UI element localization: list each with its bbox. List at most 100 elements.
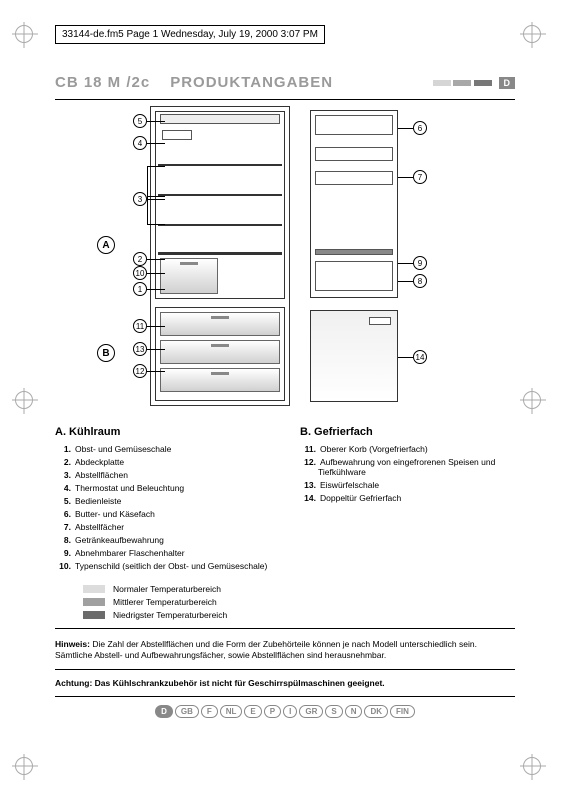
fridge-body — [150, 106, 290, 406]
lang-pill-s[interactable]: S — [325, 705, 342, 718]
leader-line — [398, 177, 413, 178]
crop-mark — [523, 391, 541, 409]
thermostat — [162, 130, 192, 140]
section-b-title: B. Gefrierfach — [300, 426, 515, 438]
crop-mark — [15, 391, 33, 409]
section-marker-b: B — [97, 344, 115, 362]
section-b-list: 11.Oberer Korb (Vorgefrierfach) 12.Aufbew… — [300, 444, 515, 503]
callout-2: 2 — [133, 252, 147, 266]
list-item: 14.Doppeltür Gefrierfach — [300, 493, 515, 503]
divider — [55, 628, 515, 629]
freezer-label — [369, 317, 391, 325]
crop-mark — [523, 757, 541, 775]
doc-title: PRODUKTANGABEN — [170, 74, 413, 91]
freezer-drawer — [160, 368, 280, 392]
section-b: B. Gefrierfach 11.Oberer Korb (Vorgefrie… — [300, 426, 515, 574]
legend-label: Normaler Temperaturbereich — [113, 584, 221, 594]
lang-pill-fin[interactable]: FIN — [390, 705, 415, 718]
freezer-compartment — [155, 307, 285, 401]
lang-pill-e[interactable]: E — [244, 705, 261, 718]
list-item: 5.Bedienleiste — [55, 496, 270, 506]
lang-pill-dk[interactable]: DK — [364, 705, 388, 718]
leader-line — [147, 121, 165, 122]
bar-light — [433, 80, 451, 86]
divider — [55, 696, 515, 697]
bar-mid — [453, 80, 471, 86]
door-shelf — [315, 171, 393, 185]
bottle-holder — [315, 249, 393, 255]
lang-pill-gb[interactable]: GB — [175, 705, 199, 718]
freezer-door — [310, 310, 398, 402]
freezer-drawer — [160, 340, 280, 364]
lang-pill-gr[interactable]: GR — [299, 705, 323, 718]
leader-line — [147, 199, 165, 200]
lang-pill-d[interactable]: D — [155, 705, 173, 718]
lang-pill-f[interactable]: F — [201, 705, 218, 718]
crop-mark — [523, 25, 541, 43]
cover-plate — [158, 252, 282, 255]
list-item: 3.Abstellflächen — [55, 470, 270, 480]
model-code: CB 18 M /2c — [55, 74, 150, 91]
leader-line — [147, 326, 165, 327]
freezer-drawer — [160, 312, 280, 336]
callout-7: 7 — [413, 170, 427, 184]
bottle-shelf — [315, 261, 393, 291]
list-item: 6.Butter- und Käsefach — [55, 509, 270, 519]
leader-line — [398, 128, 413, 129]
section-a-list: 1.Obst- und Gemüseschale2.Abdeckplatte3.… — [55, 444, 270, 571]
shelf — [158, 224, 282, 226]
leader-line — [398, 263, 413, 264]
callout-5: 5 — [133, 114, 147, 128]
warning-text: Achtung: Das Kühlschrankzubehör ist nich… — [55, 678, 515, 688]
shelf — [158, 194, 282, 196]
note-label: Hinweis: — [55, 639, 90, 649]
list-item: 2.Abdeckplatte — [55, 457, 270, 467]
note-text: Hinweis: Die Zahl der Abstellflächen und… — [55, 639, 515, 661]
crop-mark — [15, 757, 33, 775]
lang-pill-n[interactable]: N — [345, 705, 363, 718]
callout-13: 13 — [133, 342, 147, 356]
warning-body: Achtung: Das Kühlschrankzubehör ist nich… — [55, 678, 385, 688]
legend-label: Niedrigster Temperaturbereich — [113, 610, 227, 620]
lang-pill-i[interactable]: I — [283, 705, 297, 718]
legend-row: Niedrigster Temperaturbereich — [83, 610, 515, 620]
callout-11: 11 — [133, 319, 147, 333]
callout-6: 6 — [413, 121, 427, 135]
list-item: 12.Aufbewahrung von eingefrorenen Speise… — [300, 457, 515, 477]
lang-pill-p[interactable]: P — [264, 705, 281, 718]
lang-pill-nl[interactable]: NL — [220, 705, 243, 718]
leader-line — [147, 196, 165, 197]
callout-12: 12 — [133, 364, 147, 378]
legend-swatch — [83, 598, 105, 606]
list-item: 8.Getränkeaufbewahrung — [55, 535, 270, 545]
temperature-legend: Normaler Temperaturbereich Mittlerer Temp… — [83, 584, 515, 620]
title-divider — [55, 99, 515, 100]
fridge-door — [310, 110, 398, 298]
callout-3: 3 — [133, 192, 147, 206]
list-item: 11.Oberer Korb (Vorgefrierfach) — [300, 444, 515, 454]
shelf — [158, 164, 282, 166]
leader-line — [147, 166, 148, 224]
list-item: 9.Abnehmbarer Flaschenhalter — [55, 548, 270, 558]
description-columns: A. Kühlraum 1.Obst- und Gemüseschale2.Ab… — [55, 426, 515, 574]
control-panel — [160, 114, 280, 124]
legend-label: Mittlerer Temperaturbereich — [113, 597, 217, 607]
file-header: 33144-de.fm5 Page 1 Wednesday, July 19, … — [55, 25, 325, 44]
callout-8: 8 — [413, 274, 427, 288]
title-row: CB 18 M /2c PRODUKTANGABEN D — [55, 74, 515, 91]
leader-line — [147, 273, 165, 274]
language-selector: DGBFNLEPIGRSNDKFIN — [55, 705, 515, 718]
leader-line — [147, 259, 165, 260]
callout-9: 9 — [413, 256, 427, 270]
leader-line — [147, 224, 165, 225]
product-diagram: 5432101111312679814AB — [55, 106, 515, 416]
callout-10: 10 — [133, 266, 147, 280]
legend-row: Mittlerer Temperaturbereich — [83, 597, 515, 607]
door-shelf — [315, 147, 393, 161]
crop-mark — [15, 25, 33, 43]
list-item: 4.Thermostat und Beleuchtung — [55, 483, 270, 493]
bar-dark — [474, 80, 492, 86]
section-a-title: A. Kühlraum — [55, 426, 270, 438]
note-body: Die Zahl der Abstellflächen und die Form… — [55, 639, 477, 660]
veg-drawer — [160, 258, 218, 294]
